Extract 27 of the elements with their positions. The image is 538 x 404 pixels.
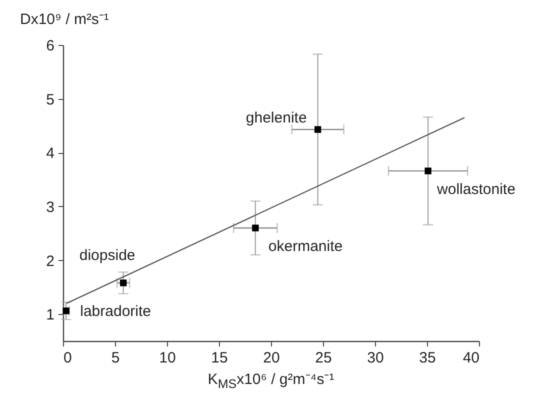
x-tick-label: 5 (111, 350, 120, 366)
point (252, 224, 259, 232)
x-tick-label: 40 (462, 350, 480, 366)
point (424, 168, 432, 174)
y-tick-label: 5 (46, 91, 54, 108)
x-tick-label: 20 (263, 350, 280, 366)
annotation: okermanite (268, 238, 343, 255)
y-tick-label: 4 (46, 145, 54, 162)
y-tick-label: 6 (46, 38, 54, 54)
x-tick-label: 10 (159, 350, 176, 366)
point (62, 308, 70, 314)
y-tick-label: 3 (46, 198, 54, 216)
x-tick-label: 35 (419, 350, 436, 366)
y-axis-title: Dx10⁹ / m²s⁻¹ (20, 10, 109, 28)
annotation: wollastonite (436, 180, 516, 198)
x-axis-title: K$_{MS}$x10⁶ / g²m⁻⁴s⁻¹ (208, 370, 334, 391)
y-tick-label: 2 (46, 252, 54, 270)
x-tick-label: 25 (315, 350, 332, 366)
x-tick-label: 30 (367, 350, 384, 366)
annotation: diopside (79, 246, 136, 264)
annotation: labradorite (80, 302, 152, 320)
x-tick-label: 0 (64, 350, 72, 366)
point (120, 280, 127, 286)
point (314, 126, 322, 133)
annotation: ghelenite (246, 109, 307, 126)
y-tick-label: 1 (46, 306, 54, 324)
x-tick-label: 15 (211, 350, 228, 366)
